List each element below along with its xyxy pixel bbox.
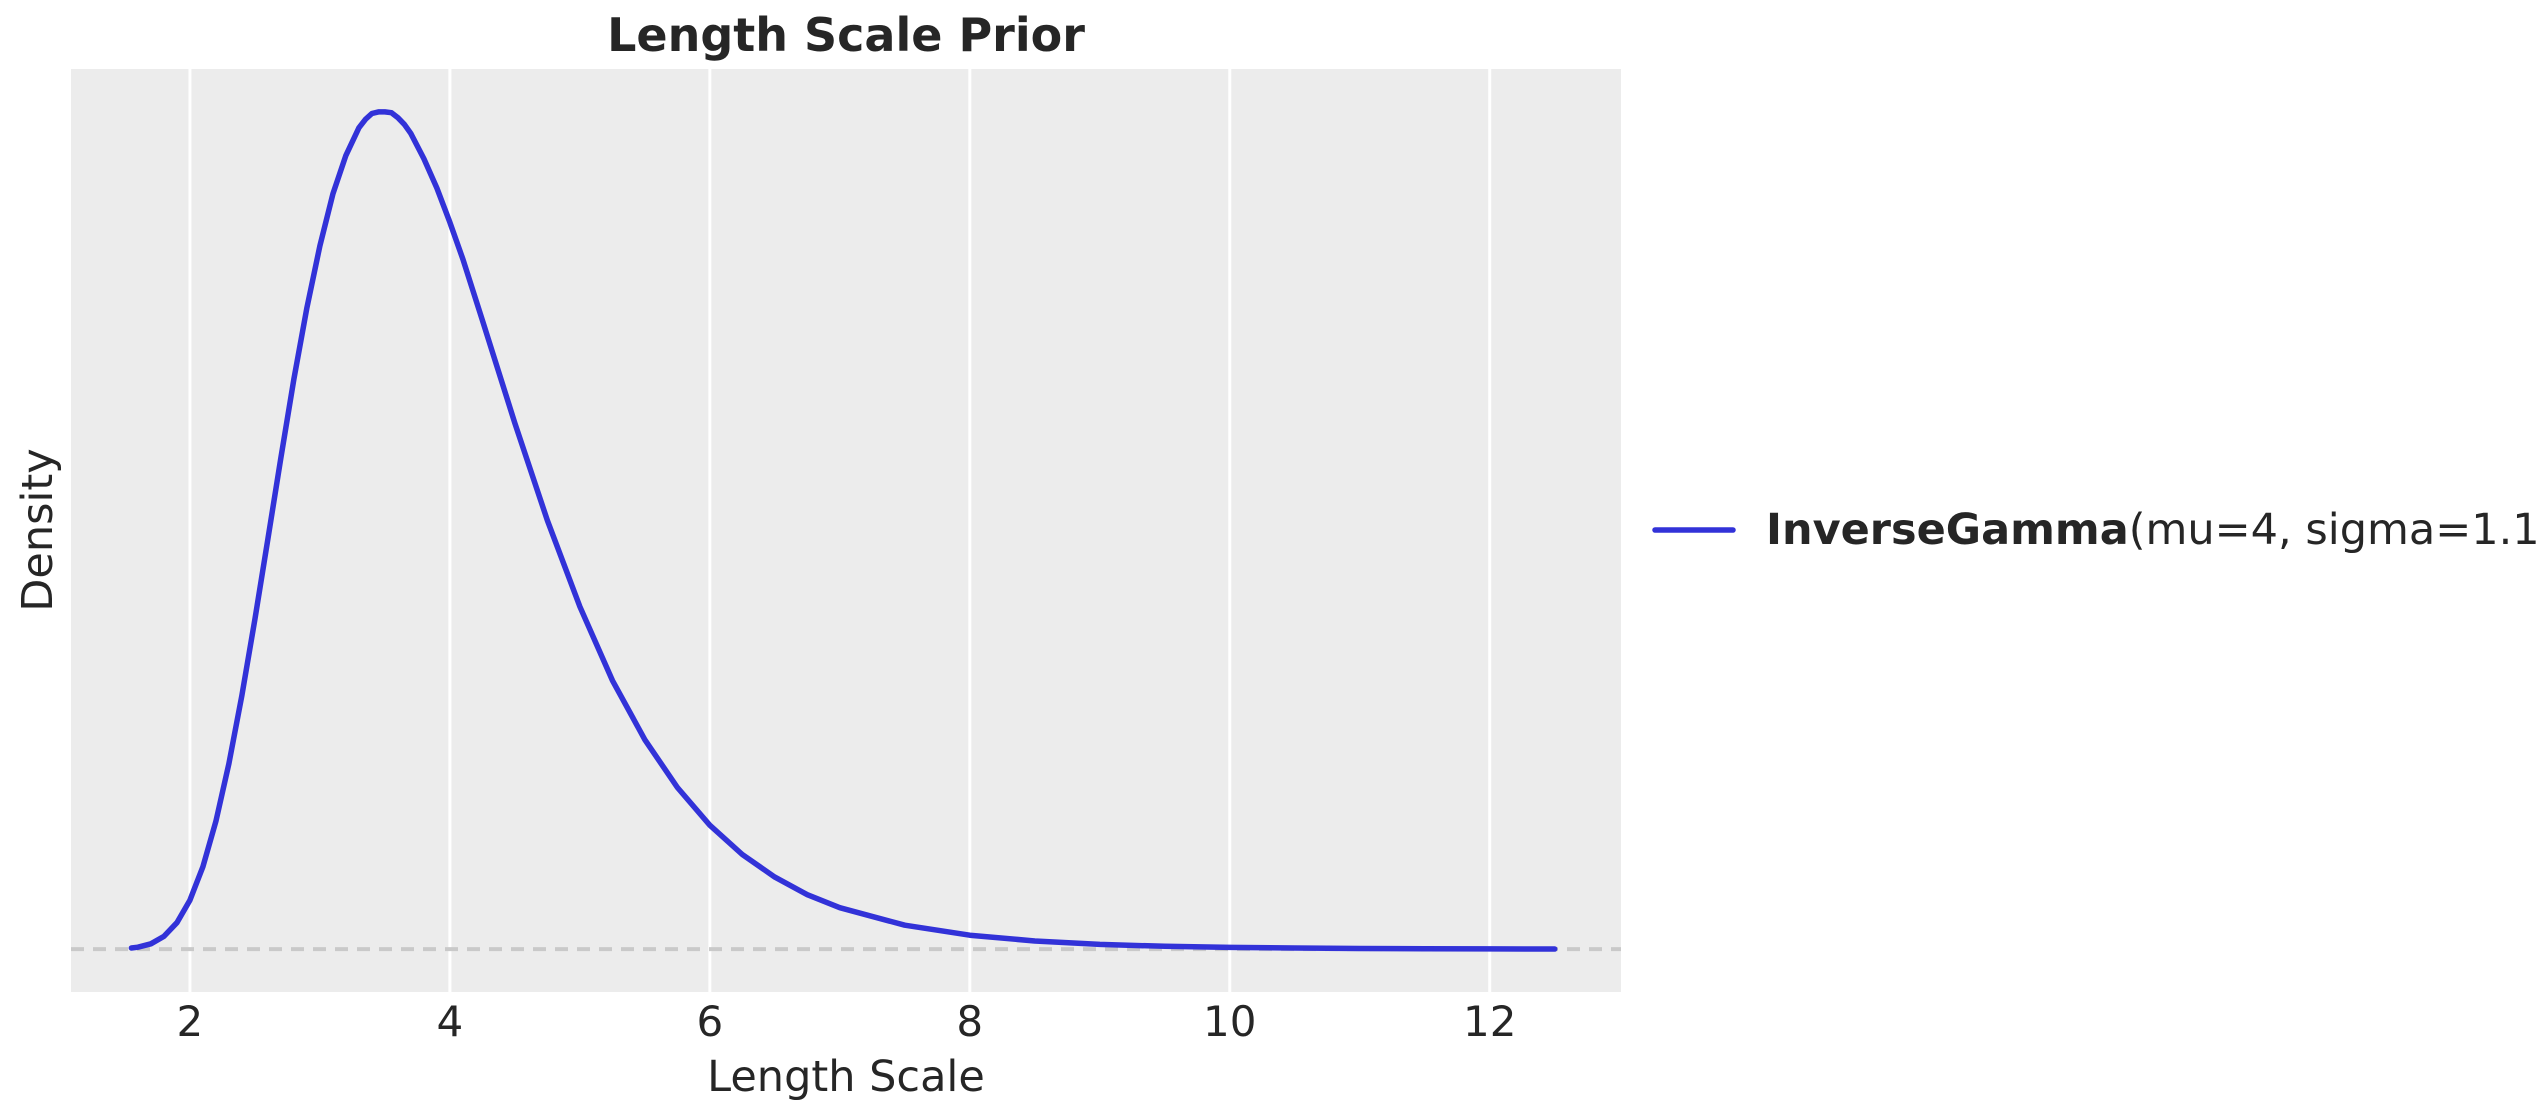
x-tick-label-8: 8	[956, 997, 984, 1046]
legend-label-distribution: InverseGamma	[1766, 505, 2129, 555]
legend-line-swatch	[1652, 527, 1736, 533]
plot-canvas	[71, 69, 1621, 992]
y-axis-label: Density	[13, 448, 63, 612]
legend-label-parameters: (mu=4, sigma=1.14)	[2128, 505, 2538, 555]
x-tick-label-10: 10	[1203, 997, 1257, 1046]
x-tick-label-2: 2	[176, 997, 204, 1046]
x-tick-label-12: 12	[1462, 997, 1517, 1046]
x-tick-label-4: 4	[436, 997, 464, 1046]
chart-title: Length Scale Prior	[607, 8, 1085, 62]
legend: InverseGamma(mu=4, sigma=1.14)	[1652, 505, 2538, 555]
density-curve	[128, 109, 1558, 952]
plot-area	[71, 69, 1621, 992]
legend-label: InverseGamma(mu=4, sigma=1.14)	[1766, 505, 2538, 555]
x-tick-label-6: 6	[696, 997, 724, 1046]
x-axis-label: Length Scale	[707, 1052, 985, 1102]
